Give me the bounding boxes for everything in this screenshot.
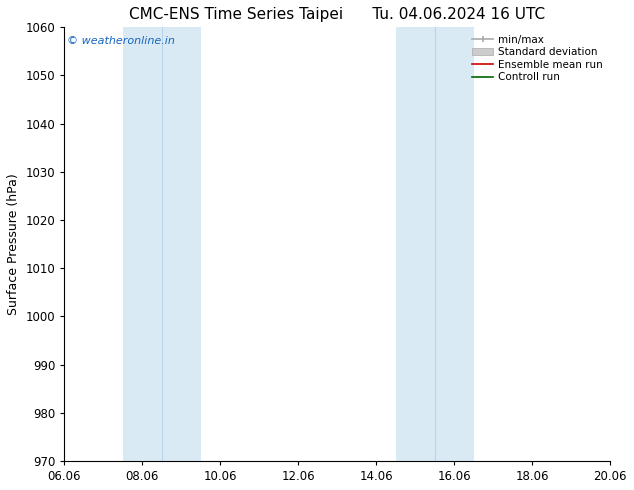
Text: © weatheronline.in: © weatheronline.in — [67, 36, 175, 46]
Bar — [162, 27, 201, 461]
Title: CMC-ENS Time Series Taipei      Tu. 04.06.2024 16 UTC: CMC-ENS Time Series Taipei Tu. 04.06.202… — [129, 7, 545, 22]
Bar — [435, 27, 474, 461]
Bar — [123, 27, 162, 461]
Y-axis label: Surface Pressure (hPa): Surface Pressure (hPa) — [7, 173, 20, 315]
Legend: min/max, Standard deviation, Ensemble mean run, Controll run: min/max, Standard deviation, Ensemble me… — [470, 32, 605, 84]
Bar — [396, 27, 435, 461]
